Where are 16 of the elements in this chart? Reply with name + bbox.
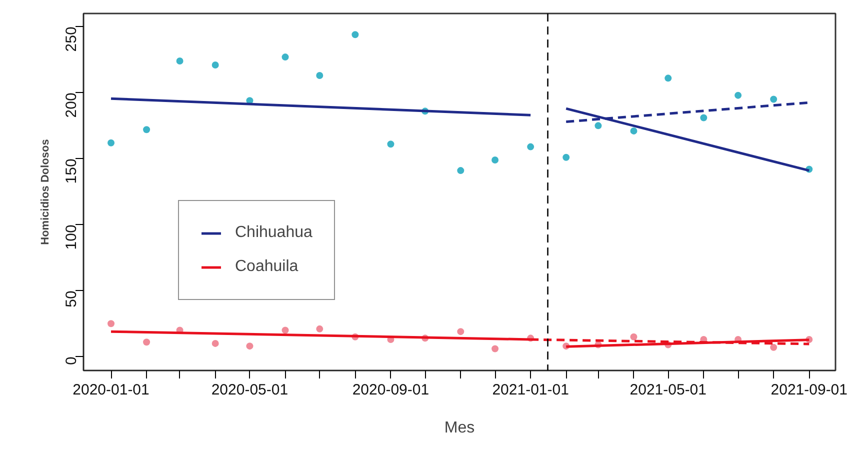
y-tick-label: 0 xyxy=(63,356,80,365)
x-tick-label: 2020-05-01 xyxy=(211,382,288,398)
y-tick-label: 200 xyxy=(63,92,80,118)
x-tick-label: 2021-05-01 xyxy=(630,382,707,398)
legend-label: Chihuahua xyxy=(235,224,312,242)
y-tick-label: 250 xyxy=(63,26,80,52)
y-axis-title: Homicidios Dolosos xyxy=(40,139,52,245)
y-tick-label: 50 xyxy=(63,290,80,308)
x-tick-label: 2020-01-01 xyxy=(72,382,150,398)
x-axis-title: Mes xyxy=(444,420,475,436)
y-tick-label: 100 xyxy=(63,224,80,250)
x-tick-label: 2020-09-01 xyxy=(352,382,430,398)
x-tick-label: 2021-09-01 xyxy=(770,382,848,398)
x-tick-label: 2021-01-01 xyxy=(492,382,569,398)
y-tick-label: 150 xyxy=(63,158,80,184)
legend-label: Coahuila xyxy=(235,258,298,276)
